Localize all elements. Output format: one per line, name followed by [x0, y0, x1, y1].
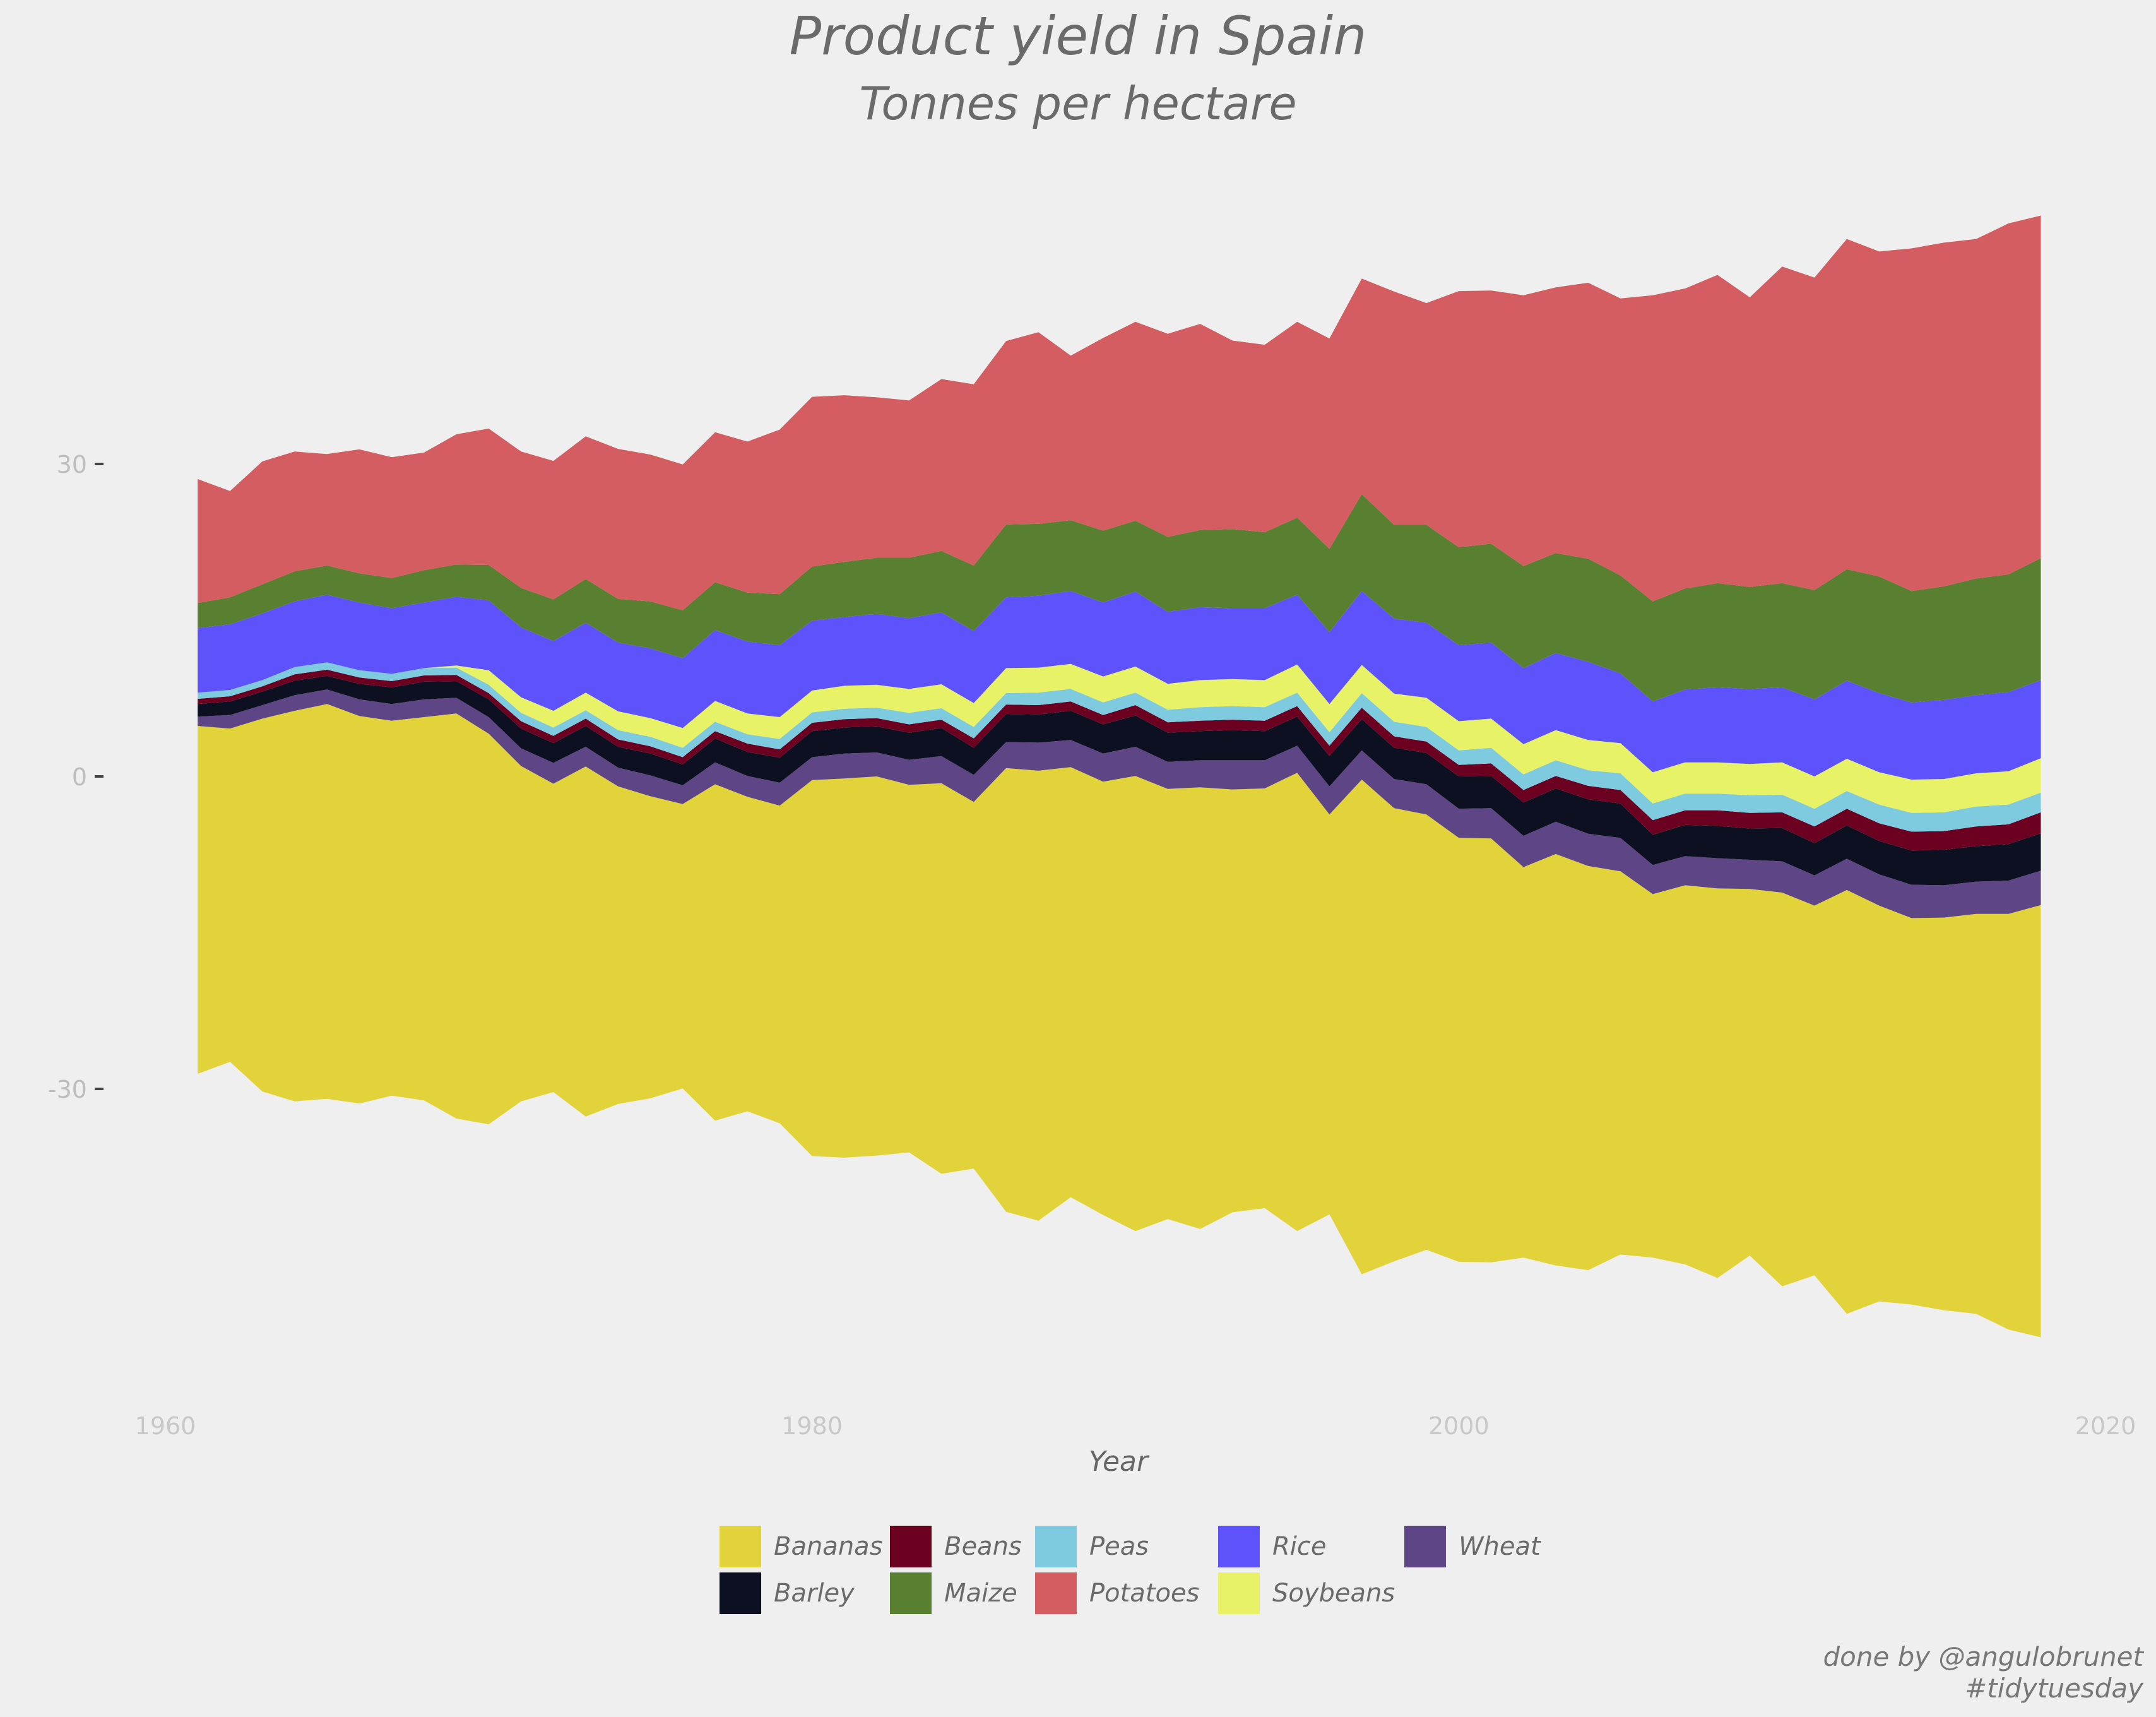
legend-swatch: [1035, 1572, 1077, 1614]
stream-layer-wheat: [198, 689, 2041, 918]
legend-item-barley: Barley: [720, 1571, 855, 1615]
x-tick-label: 1960: [135, 1412, 196, 1440]
x-tick-label: 2000: [1428, 1412, 1490, 1440]
legend-swatch: [720, 1526, 761, 1567]
legend-label: Maize: [944, 1579, 1017, 1608]
x-tick-label: 1980: [781, 1412, 843, 1440]
legend: Bananas Barley Beans Maize Peas Potatoes Rice S…: [720, 1524, 1578, 1625]
caption-author: done by @angulobrunet: [1823, 1641, 2143, 1672]
legend-label: Barley: [774, 1579, 855, 1608]
legend-item-peas: Peas: [1035, 1524, 1149, 1569]
stream-layer-bananas: [198, 704, 2041, 1338]
legend-label: Bananas: [774, 1532, 883, 1561]
legend-swatch: [890, 1572, 932, 1614]
stream-layer-rice: [198, 591, 2041, 780]
stream-layer-maize: [198, 494, 2041, 703]
legend-label: Potatoes: [1089, 1579, 1200, 1608]
legend-swatch: [1218, 1526, 1260, 1567]
legend-swatch: [720, 1572, 761, 1614]
legend-item-soybeans: Soybeans: [1218, 1571, 1395, 1615]
x-axis-title: Year: [1089, 1446, 1150, 1478]
legend-swatch: [1404, 1526, 1446, 1567]
legend-item-wheat: Wheat: [1404, 1524, 1541, 1569]
y-tick-label: -30: [48, 1076, 87, 1103]
chart-subtitle: Tonnes per hectare: [859, 77, 1297, 130]
y-tick-label: 30: [57, 451, 87, 478]
legend-label: Wheat: [1459, 1532, 1541, 1561]
legend-label: Rice: [1272, 1532, 1327, 1561]
legend-item-potatoes: Potatoes: [1035, 1571, 1199, 1615]
stream-layers: [198, 215, 2041, 1338]
caption-hashtag: #tidytuesday: [1965, 1673, 2143, 1704]
stream-layer-barley: [198, 675, 2041, 886]
legend-swatch: [890, 1526, 932, 1567]
x-tick-label: 2020: [2075, 1412, 2136, 1440]
stream-layer-peas: [198, 662, 2041, 832]
y-tick-label: 0: [72, 763, 87, 791]
legend-item-rice: Rice: [1218, 1524, 1327, 1569]
legend-label: Soybeans: [1272, 1579, 1395, 1608]
x-axis: 1960 1980 2000 2020: [135, 1412, 2136, 1440]
legend-item-bananas: Bananas: [720, 1524, 883, 1569]
chart-title: Product yield in Spain: [789, 5, 1367, 67]
legend-label: Peas: [1089, 1532, 1149, 1561]
stream-layer-soybeans: [198, 662, 2041, 813]
legend-swatch: [1218, 1572, 1260, 1614]
legend-item-maize: Maize: [890, 1571, 1017, 1615]
legend-label: Beans: [944, 1532, 1022, 1561]
y-axis: 30 0 -30: [48, 451, 104, 1103]
stream-layer-potatoes: [198, 215, 2041, 610]
legend-item-beans: Beans: [890, 1524, 1022, 1569]
legend-swatch: [1035, 1526, 1077, 1567]
